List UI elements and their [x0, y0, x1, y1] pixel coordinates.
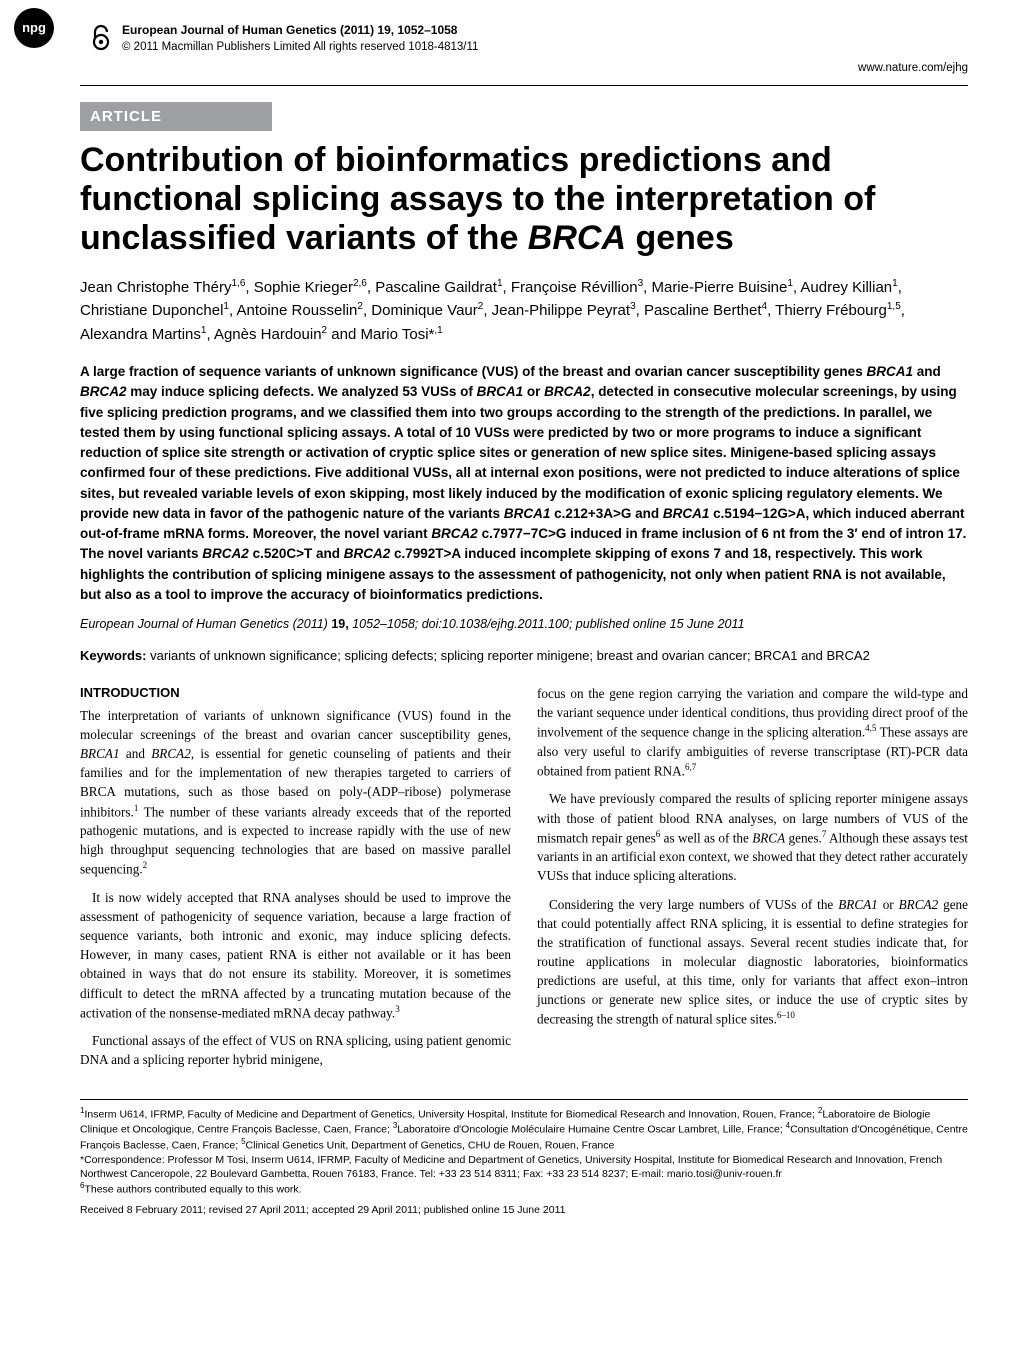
citation-pages: 1052–1058; doi:10.1038/ejhg.2011.100; pu… [352, 617, 744, 631]
correspondence: *Correspondence: Professor M Tosi, Inser… [80, 1153, 968, 1181]
paragraph: Functional assays of the effect of VUS o… [80, 1031, 511, 1069]
journal-url: www.nature.com/ejhg [80, 60, 968, 77]
footer-rule [80, 1099, 968, 1100]
keywords: Keywords: variants of unknown significan… [80, 647, 968, 666]
copyright-line: © 2011 Macmillan Publishers Limited All … [122, 39, 968, 56]
body-columns: INTRODUCTION The interpretation of varia… [80, 684, 968, 1079]
paragraph: The interpretation of variants of unknow… [80, 706, 511, 879]
paragraph: We have previously compared the results … [537, 789, 968, 885]
publisher-badge: npg [14, 8, 54, 48]
affiliations: 1Inserm U614, IFRMP, Faculty of Medicine… [80, 1106, 968, 1153]
citation: European Journal of Human Genetics (2011… [80, 615, 968, 633]
left-column: INTRODUCTION The interpretation of varia… [80, 684, 511, 1079]
section-heading-introduction: INTRODUCTION [80, 684, 511, 703]
right-column: focus on the gene region carrying the va… [537, 684, 968, 1079]
citation-year: (2011) [293, 617, 328, 631]
keywords-text: variants of unknown significance; splici… [150, 648, 870, 663]
abstract: A large fraction of sequence variants of… [80, 362, 968, 605]
article-type-badge: ARTICLE [80, 102, 272, 132]
open-access-icon [90, 22, 112, 58]
equal-contribution-note: 6These authors contributed equally to th… [80, 1181, 968, 1197]
paragraph: It is now widely accepted that RNA analy… [80, 888, 511, 1022]
header-rule [80, 85, 968, 86]
citation-journal: European Journal of Human Genetics [80, 617, 289, 631]
author-list: Jean Christophe Théry1,6, Sophie Krieger… [80, 276, 968, 347]
article-history: Received 8 February 2011; revised 27 Apr… [80, 1203, 968, 1217]
page: npg European Journal of Human Genetics (… [0, 0, 1020, 1247]
masthead: European Journal of Human Genetics (2011… [90, 22, 968, 58]
keywords-label: Keywords: [80, 648, 146, 663]
citation-volume: 19, [331, 617, 348, 631]
paragraph: Considering the very large numbers of VU… [537, 895, 968, 1029]
article-title: Contribution of bioinformatics predictio… [80, 141, 968, 257]
journal-title: European Journal of Human Genetics (2011… [122, 22, 968, 39]
paragraph: focus on the gene region carrying the va… [537, 684, 968, 780]
